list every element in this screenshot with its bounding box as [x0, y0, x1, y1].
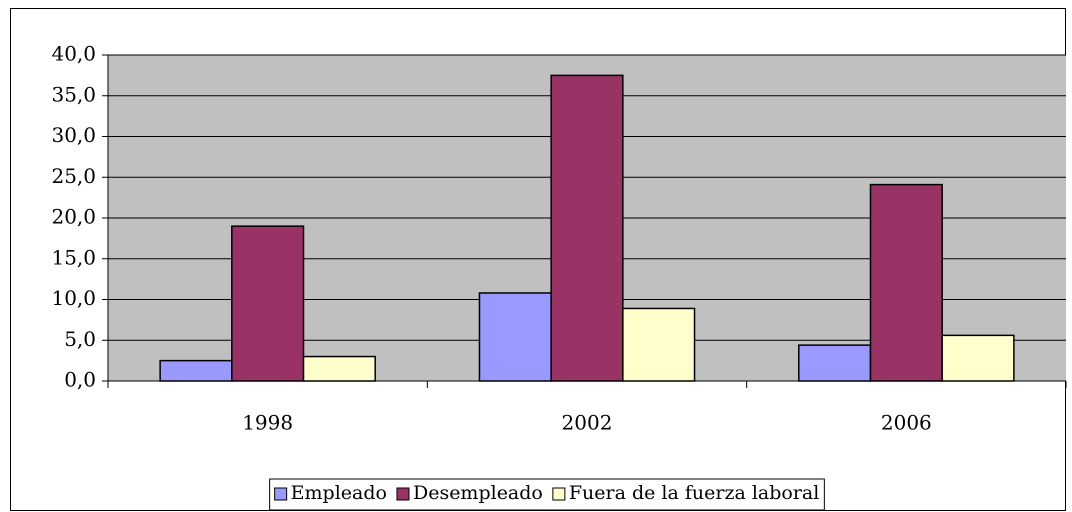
legend-label: Desempleado [413, 482, 543, 504]
legend-box [269, 478, 825, 511]
x-tick-label: 1998 [242, 411, 293, 435]
bar [550, 74, 624, 382]
legend-swatch [274, 487, 288, 501]
y-tick-label: 40,0 [51, 42, 96, 66]
y-tick-label: 35,0 [51, 82, 96, 106]
bar [798, 344, 872, 382]
bar [302, 355, 376, 382]
y-tick-label: 10,0 [51, 286, 96, 310]
bar [941, 334, 1015, 382]
y-tick-label: 0,0 [64, 368, 96, 392]
y-tick-label: 25,0 [51, 164, 96, 188]
y-tick-label: 20,0 [51, 205, 96, 229]
legend-label: Empleado [291, 482, 387, 504]
y-tick-label: 5,0 [64, 327, 96, 351]
x-tick-label: 2006 [881, 411, 932, 435]
bar [622, 307, 696, 382]
y-tick-label: 30,0 [51, 123, 96, 147]
x-tick-label: 2002 [562, 411, 613, 435]
y-tick-label: 15,0 [51, 245, 96, 269]
legend-swatch [396, 487, 410, 501]
legend-swatch [552, 487, 566, 501]
bar [159, 359, 233, 382]
legend: Empleado Desempleado Fuera de la fuerza la… [269, 478, 825, 511]
bar [478, 292, 552, 382]
bar [869, 183, 943, 382]
bar [231, 225, 305, 382]
legend-label: Fuera de la fuerza laboral [569, 482, 819, 504]
